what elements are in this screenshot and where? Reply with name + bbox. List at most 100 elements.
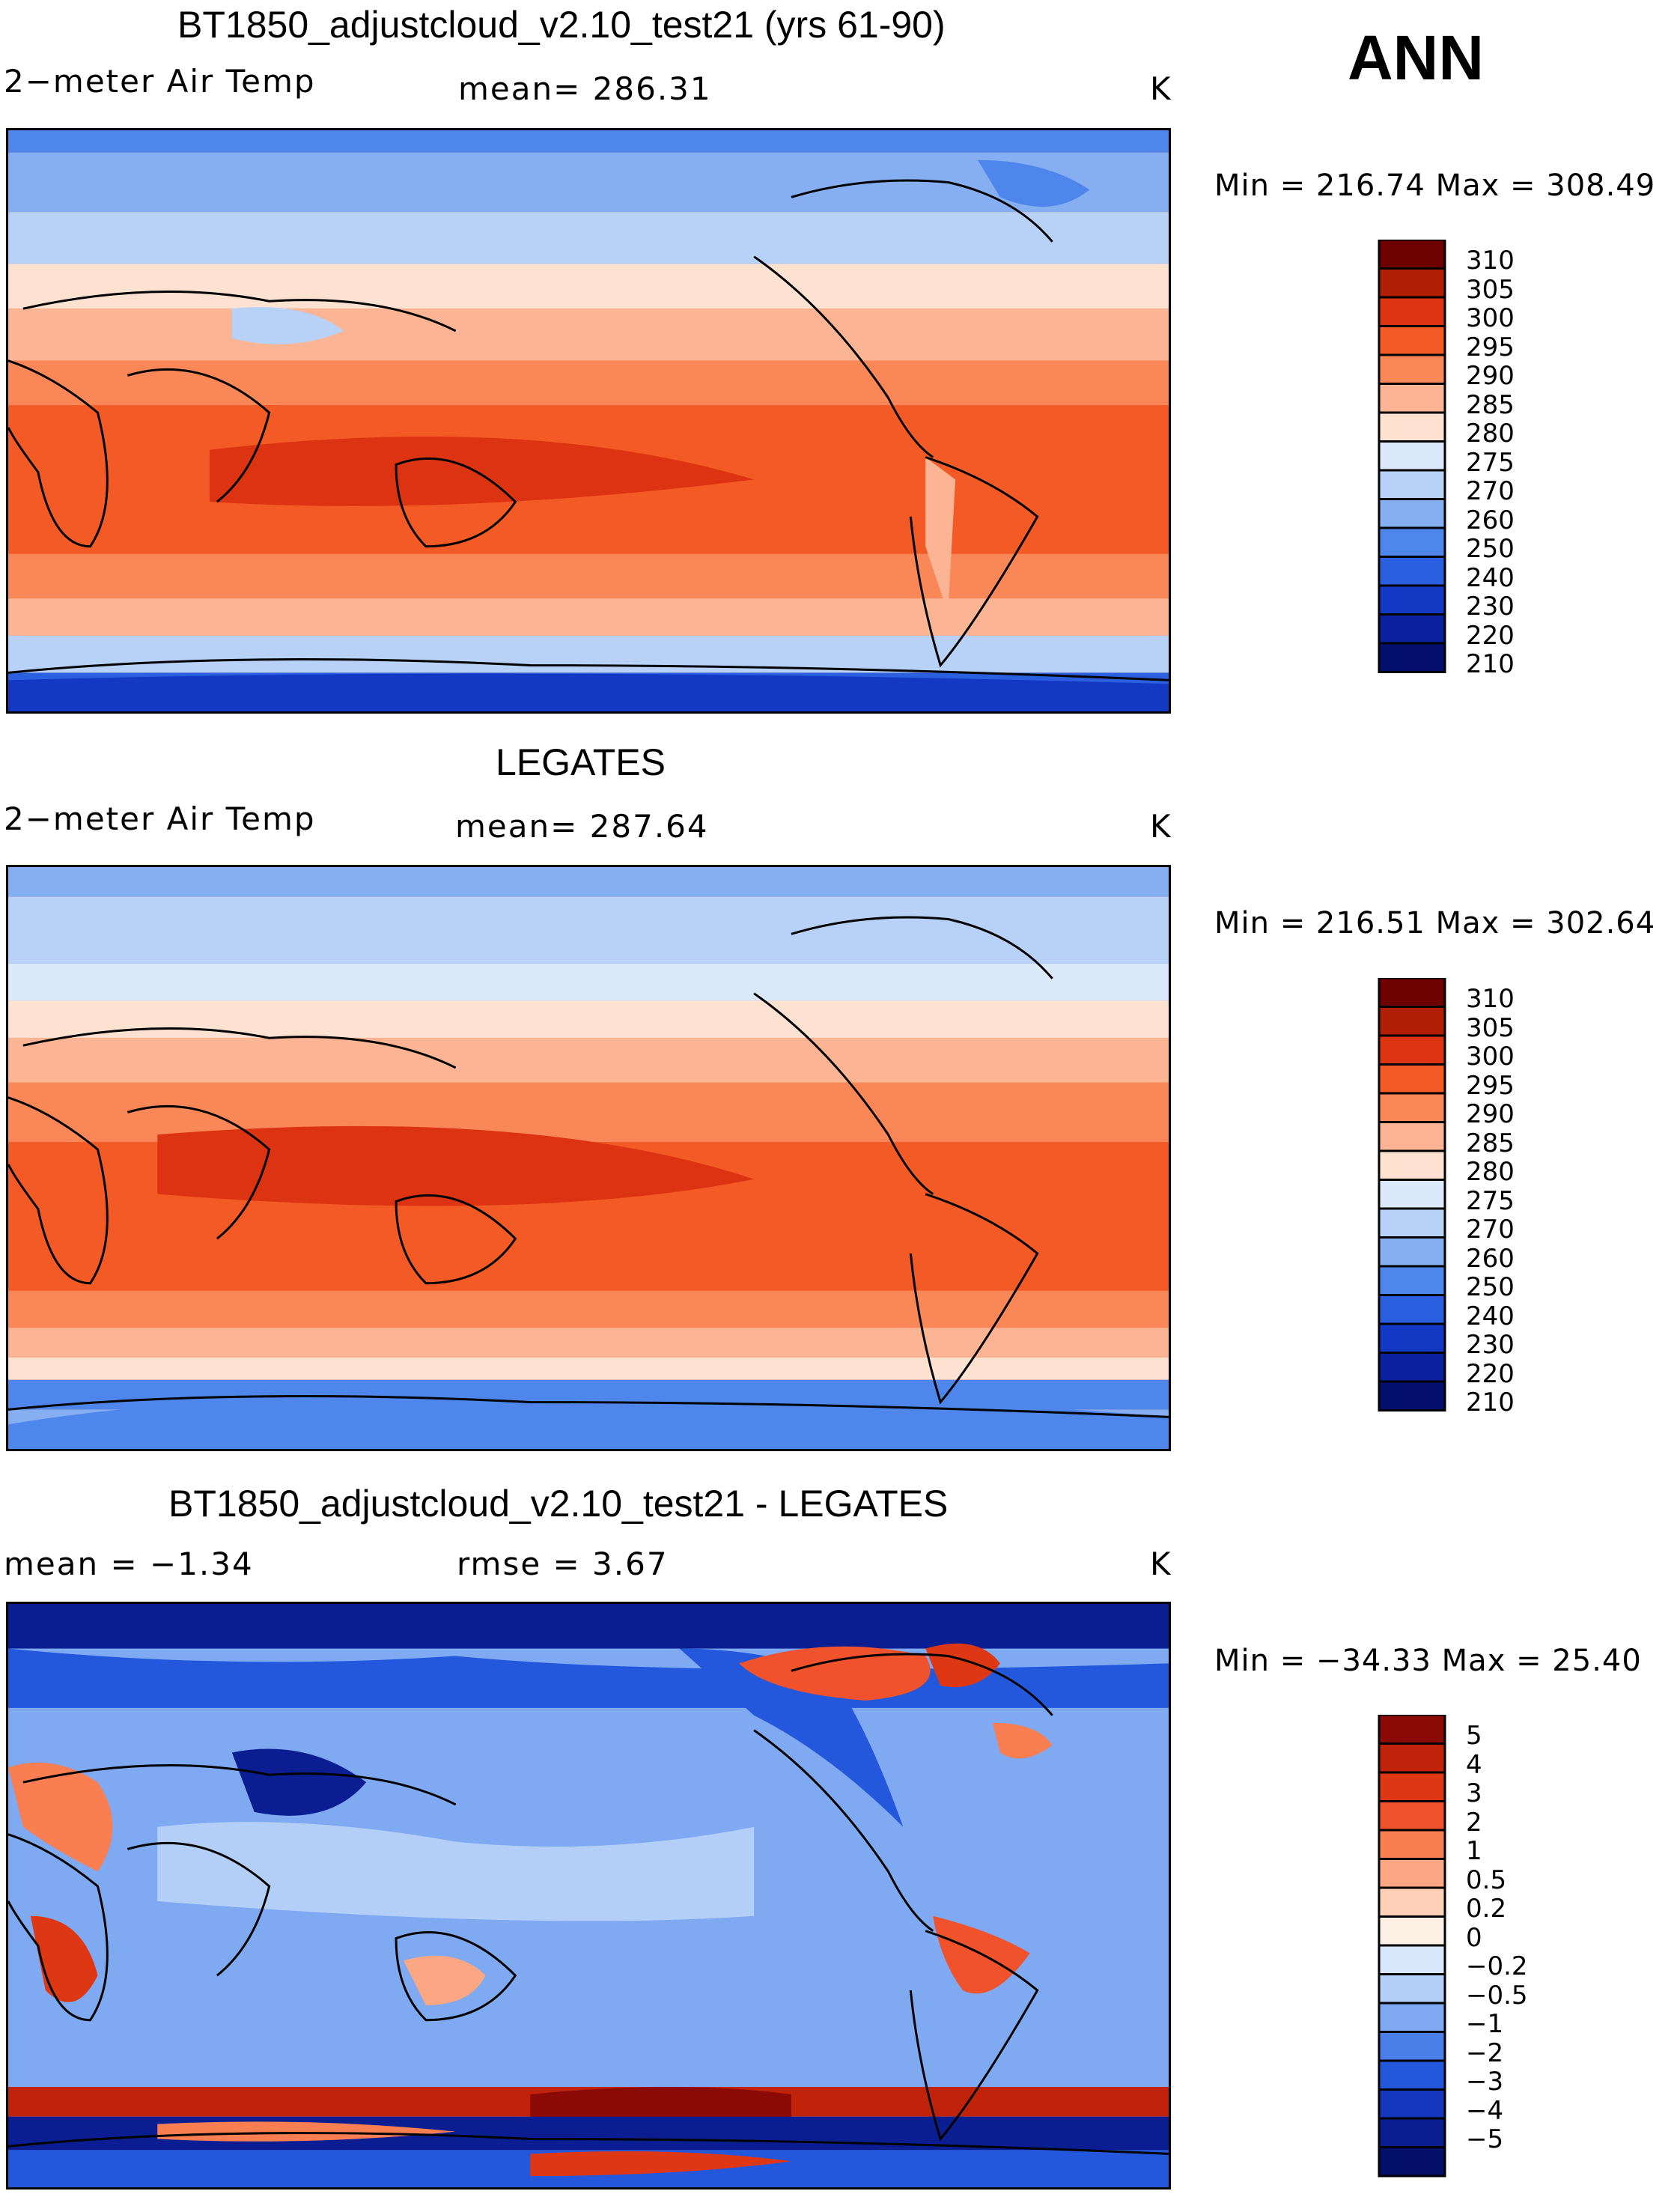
panel2-colorbar-tick-label: 310 — [1466, 984, 1515, 1015]
panel2-colorbar-tick-label: 295 — [1466, 1070, 1515, 1101]
panel2-colorbar-tick-label: 260 — [1466, 1243, 1515, 1274]
panel3-colorbar-box — [1378, 1858, 1446, 1889]
panel3-colorbar-tick-label: 3 — [1466, 1778, 1482, 1809]
panel2-colorbar-box — [1378, 1322, 1446, 1354]
panel2-colorbar-tick-label: 280 — [1466, 1157, 1515, 1188]
panel2-colorbar-tick-label: 290 — [1466, 1099, 1515, 1130]
panel1-colorbar-tick-label: 230 — [1466, 592, 1515, 622]
panel3-colorbar-box — [1378, 2117, 1446, 2148]
panel3-colorbar-box — [1378, 2002, 1446, 2033]
panel2-minmax: Min = 216.51 Max = 302.64 — [1214, 906, 1656, 940]
panel2-colorbar-box — [1378, 1179, 1446, 1210]
panel1-colorbar-box — [1378, 556, 1446, 587]
panel3-colorbar-tick-label: 0 — [1466, 1922, 1482, 1953]
panel1-colorbar-tick-label: 280 — [1466, 419, 1515, 449]
panel2-map-svg — [8, 867, 1169, 1449]
panel3-rmse-label: rmse = 3.67 — [457, 1546, 669, 1582]
panel3-colorbar-box — [1378, 1771, 1446, 1802]
panel3-colorbar-box — [1378, 1915, 1446, 1947]
panel3-colorbar-tick-label: 1 — [1466, 1836, 1482, 1867]
panel1-colorbar-box — [1378, 613, 1446, 645]
panel1-minmax: Min = 216.74 Max = 308.49 — [1214, 168, 1656, 203]
panel3-colorbar-box — [1378, 2146, 1446, 2178]
panel2-colorbar-box — [1378, 1352, 1446, 1383]
panel3-title: BT1850_adjustcloud_v2.10_test21 - LEGATE… — [168, 1483, 949, 1525]
panel2-colorbar-box — [1378, 1006, 1446, 1037]
panel3-colorbar-tick-label: −4 — [1466, 2095, 1504, 2126]
panel1-title: BT1850_adjustcloud_v2.10_test21 (yrs 61-… — [177, 4, 946, 46]
panel1-colorbar-tick-label: 300 — [1466, 303, 1515, 334]
panel3-map — [6, 1602, 1171, 2190]
panel3-colorbar-box — [1378, 1886, 1446, 1918]
panel1-colorbar-box — [1378, 526, 1446, 558]
panel1-mean-label: mean= 286.31 — [458, 70, 712, 107]
season-label: ANN — [1348, 22, 1484, 93]
panel2-colorbar-tick-label: 270 — [1466, 1215, 1515, 1245]
panel1-colorbar-tick-label: 220 — [1466, 620, 1515, 651]
panel3-colorbar-tick-label: −1 — [1466, 2009, 1504, 2040]
panel2-colorbar-box — [1378, 1149, 1446, 1181]
panel3-colorbar-labels: 5 4 3 2 1 0.5 0.2 0 −0.2 −0.5 −1 −2 −3 −4 −5 — [1466, 1715, 1616, 2194]
panel2-colorbar-box — [1378, 1121, 1446, 1152]
panel2-map — [6, 865, 1171, 1451]
panel1-colorbar-box — [1378, 440, 1446, 472]
panel2-colorbar-box — [1378, 1034, 1446, 1066]
panel2-colorbar-tick-label: 275 — [1466, 1185, 1515, 1216]
panel1-map-svg — [8, 130, 1169, 711]
panel2-variable-label: 2−meter Air Temp — [4, 800, 316, 837]
panel3-mean-label: mean = −1.34 — [4, 1546, 254, 1582]
panel3-minmax: Min = −34.33 Max = 25.40 — [1214, 1644, 1642, 1678]
panel3-colorbar-tick-label: −3 — [1466, 2067, 1504, 2097]
panel1-colorbar-box — [1378, 469, 1446, 500]
panel1-colorbar-box — [1378, 240, 1446, 270]
panel3-colorbar-box — [1378, 1800, 1446, 1832]
panel2-colorbar-tick-label: 250 — [1466, 1272, 1515, 1303]
panel1-colorbar-labels: 310 305 300 295 290 285 280 275 270 260 250 240 230 2… — [1466, 240, 1616, 704]
panel2-mean-label: mean= 287.64 — [455, 808, 709, 845]
panel3-colorbar-tick-label: 0.2 — [1466, 1894, 1507, 1924]
panel3-colorbar-box — [1378, 2031, 1446, 2062]
panel1-colorbar-tick-label: 290 — [1466, 361, 1515, 392]
panel2-colorbar — [1378, 978, 1446, 1411]
panel1-colorbar-box — [1378, 353, 1446, 385]
panel1-colorbar-box — [1378, 325, 1446, 356]
panel3-colorbar-box — [1378, 1742, 1446, 1774]
panel1-variable-label: 2−meter Air Temp — [4, 63, 316, 100]
panel3-colorbar-box — [1378, 2088, 1446, 2120]
panel1-colorbar-tick-label: 275 — [1466, 447, 1515, 478]
panel2-colorbar-tick-label: 220 — [1466, 1358, 1515, 1389]
panel2-colorbar-tick-label: 285 — [1466, 1128, 1515, 1158]
panel1-colorbar-tick-label: 270 — [1466, 476, 1515, 507]
panel1-map — [6, 128, 1171, 714]
panel1-colorbar — [1378, 240, 1446, 673]
panel1-colorbar-tick-label: 305 — [1466, 274, 1515, 305]
panel1-colorbar-box — [1378, 498, 1446, 529]
panel2-colorbar-box — [1378, 1294, 1446, 1325]
panel3-colorbar-tick-label: 5 — [1466, 1721, 1482, 1751]
panel3-colorbar-box — [1378, 2059, 1446, 2091]
panel3-colorbar-tick-label: −2 — [1466, 2037, 1504, 2068]
panel1-colorbar-tick-label: 250 — [1466, 534, 1515, 565]
panel3-colorbar-tick-label: −0.5 — [1466, 1980, 1528, 2011]
panel3-colorbar-tick-label: −5 — [1466, 2124, 1504, 2155]
panel3-colorbar-tick-label: 4 — [1466, 1749, 1482, 1780]
panel1-colorbar-box — [1378, 584, 1446, 616]
panel3-colorbar — [1378, 1715, 1446, 2178]
panel2-units-label: K — [1150, 808, 1172, 845]
panel1-colorbar-tick-label: 260 — [1466, 505, 1515, 535]
panel1-colorbar-box — [1378, 642, 1446, 673]
panel3-colorbar-box — [1378, 1973, 1446, 2005]
panel1-colorbar-tick-label: 210 — [1466, 649, 1515, 680]
panel1-colorbar-tick-label: 240 — [1466, 562, 1515, 593]
panel1-colorbar-box — [1378, 411, 1446, 443]
panel2-colorbar-labels: 310 305 300 295 290 285 280 275 270 260 250 240 230 2… — [1466, 978, 1616, 1442]
panel2-colorbar-tick-label: 210 — [1466, 1388, 1515, 1418]
panel2-colorbar-box — [1378, 978, 1446, 1008]
panel3-units-label: K — [1150, 1546, 1172, 1582]
panel1-colorbar-box — [1378, 383, 1446, 414]
panel1-colorbar-box — [1378, 296, 1446, 327]
panel2-colorbar-tick-label: 240 — [1466, 1301, 1515, 1331]
panel2-colorbar-box — [1378, 1265, 1446, 1296]
panel2-colorbar-box — [1378, 1380, 1446, 1411]
panel3-colorbar-box — [1378, 1944, 1446, 1975]
